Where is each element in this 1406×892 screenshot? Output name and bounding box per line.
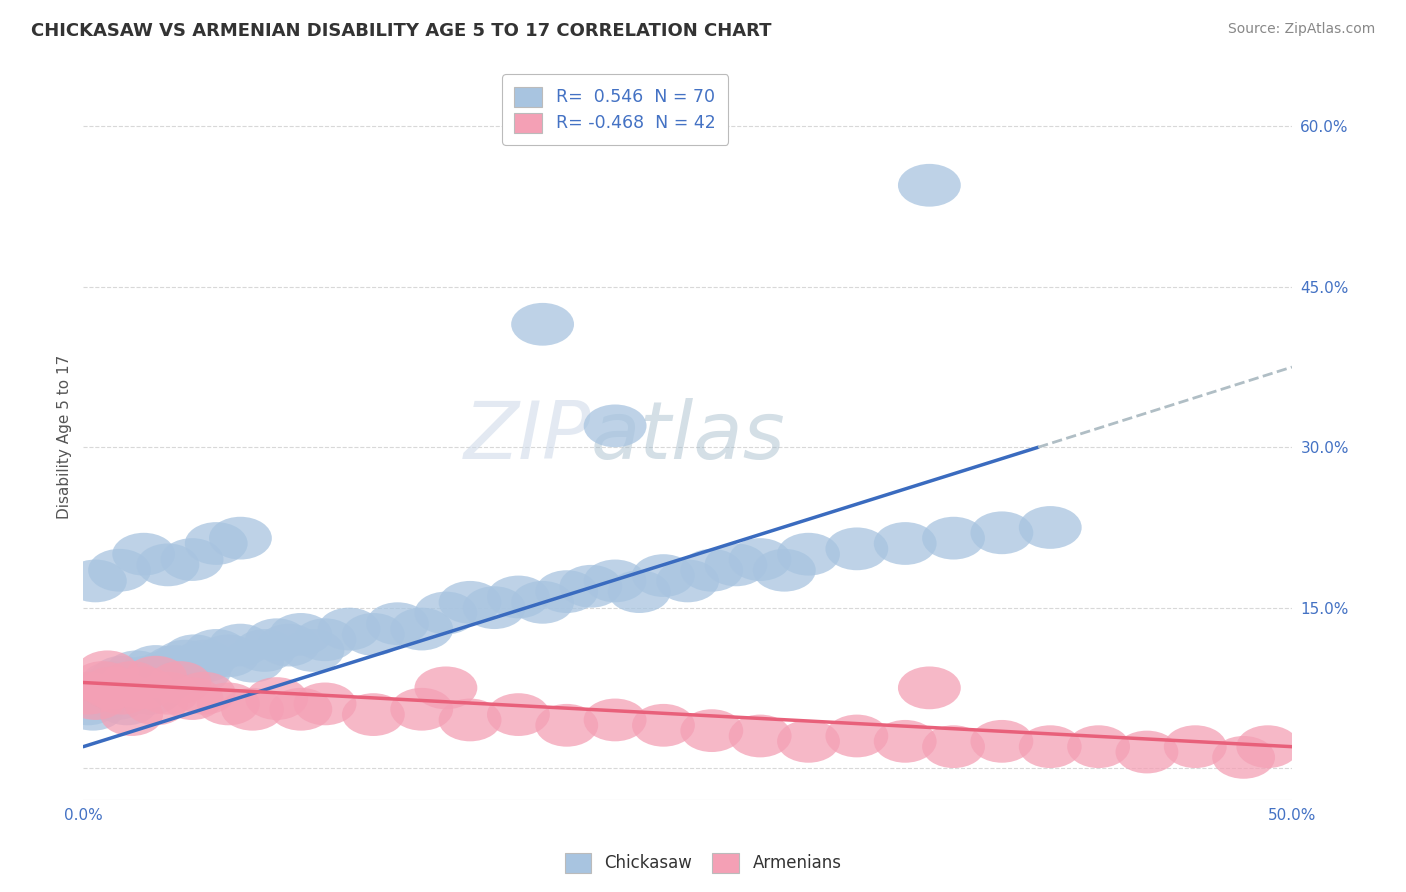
Text: Source: ZipAtlas.com: Source: ZipAtlas.com: [1227, 22, 1375, 37]
Text: atlas: atlas: [591, 398, 786, 475]
Text: CHICKASAW VS ARMENIAN DISABILITY AGE 5 TO 17 CORRELATION CHART: CHICKASAW VS ARMENIAN DISABILITY AGE 5 T…: [31, 22, 772, 40]
Y-axis label: Disability Age 5 to 17: Disability Age 5 to 17: [58, 354, 72, 518]
Legend: R=  0.546  N = 70, R= -0.468  N = 42: R= 0.546 N = 70, R= -0.468 N = 42: [502, 74, 728, 145]
Text: ZIP: ZIP: [464, 398, 591, 475]
Legend: Chickasaw, Armenians: Chickasaw, Armenians: [558, 847, 848, 880]
